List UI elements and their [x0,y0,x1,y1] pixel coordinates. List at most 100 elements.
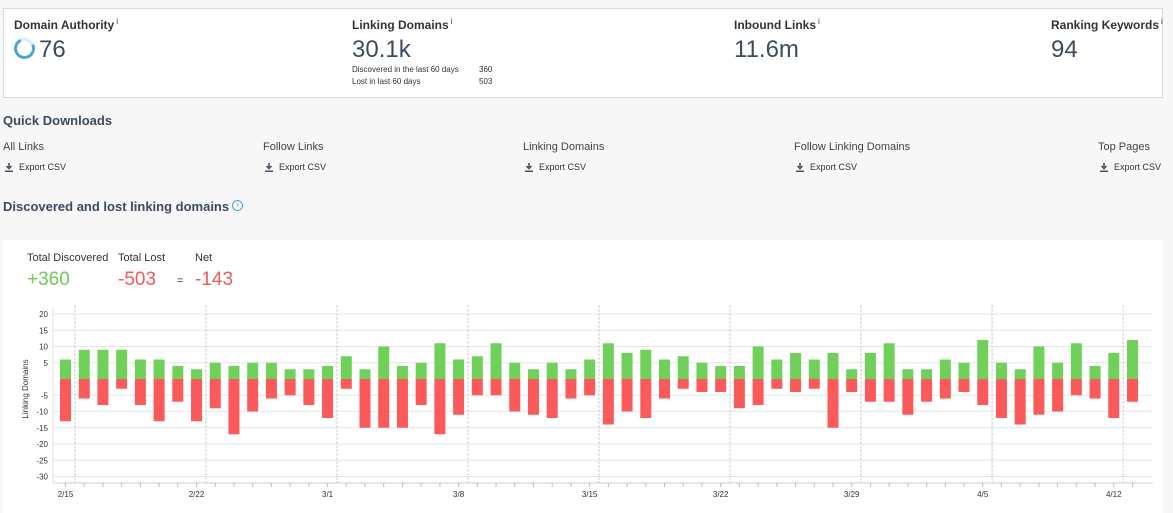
y-tick-label: -30 [36,473,48,482]
lost-bar [546,379,558,418]
lost-bar [1014,379,1026,425]
export-csv-button[interactable]: Export CSV [263,162,326,172]
total-net: Net -143 [195,252,233,291]
discovered-bar [621,353,633,379]
lost-bar [902,379,914,415]
lost-bar [396,379,408,428]
lost-bar [434,379,446,435]
lost-bar [1127,379,1138,402]
discovered-bar [209,362,221,379]
lost-bar [378,379,390,428]
discovered-bar [546,362,558,379]
info-icon[interactable]: i [1161,17,1163,26]
discovered-bar [771,359,783,379]
download-top-pages: Top Pages Export CSV [1098,141,1161,172]
download-icon [1100,162,1108,172]
lost-bar [153,379,165,422]
chart-panel: Total Discovered +360 Total Lost -503 = … [3,240,1163,513]
quick-downloads-title: Quick Downloads [3,113,113,128]
discovered-bar [116,349,128,379]
discovered-bar [827,353,839,379]
download-follow-links: Follow Links Export CSV [263,141,326,172]
info-circle-icon[interactable]: › [232,200,244,212]
discovered-bar [359,369,371,379]
authority-ring-icon [11,35,38,63]
lost-bar [958,379,970,392]
discovered-bar [490,343,502,379]
lost-bar [322,379,334,418]
download-icon [796,162,804,172]
download-label: Follow Links [263,141,324,153]
lost-bar [621,379,633,412]
discovered-bar [659,359,671,379]
discovered-bar [453,359,465,379]
y-tick-label: 20 [39,310,48,319]
discovered-bar [60,359,71,379]
discovered-bar [1127,340,1138,379]
export-csv-button[interactable]: Export CSV [523,162,604,172]
export-csv-button[interactable]: Export CSV [3,162,66,172]
total-discovered-label: Total Discovered [27,252,109,264]
discovered-bar [1014,369,1026,379]
lost-bar [116,379,128,389]
download-label: Linking Domains [523,141,605,153]
discovered-bar [995,362,1007,379]
x-tick-label: 3/15 [582,490,598,499]
x-tick-label: 3/22 [713,490,729,499]
info-icon[interactable]: i [450,17,453,26]
discovered-bar [640,349,652,379]
discovered-bar [265,362,277,379]
discovered-bar [284,369,296,379]
lost-bar [134,379,146,405]
discovered-bar [191,369,203,379]
total-discovered-value: +360 [27,269,70,290]
discovered-bar [527,369,539,379]
export-csv-button[interactable]: Export CSV [794,162,910,172]
lost-bar [790,379,802,392]
discovered-bar [434,343,446,379]
lost-bar [696,379,708,392]
lost-bar [939,379,951,399]
lost-bar [602,379,614,425]
lost-bar [846,379,858,392]
download-all-links: All Links Export CSV [3,141,66,172]
discovered-bar [790,353,802,379]
info-icon[interactable]: i [116,17,118,26]
metric-value: 11.6m [734,36,799,63]
discovered-bar [153,359,165,379]
lost-bar [1108,379,1120,418]
discovered-bar [808,359,820,379]
metric-value: 76 [39,36,66,63]
lost-bar [509,379,521,412]
discovered-bar [883,343,895,379]
download-label: Follow Linking Domains [794,141,911,153]
lost-bar [359,379,371,428]
y-tick-label: -25 [36,456,48,465]
x-tick-label: 3/1 [322,490,334,499]
metric-ranking-keywords: Ranking Keywords i 94 [1051,17,1163,64]
total-net-value: -143 [195,269,234,290]
lost-bar [1033,379,1045,415]
info-icon[interactable]: i [818,17,820,26]
lost-bar [265,379,277,399]
export-csv-button[interactable]: Export CSV [1098,162,1161,172]
discovered-bar [228,366,240,379]
metrics-panel: Domain Authority i 76 Linking Domains i 30… [3,8,1163,98]
discovered-bar [846,369,858,379]
lost-bar [172,379,184,402]
x-tick-label: 4/5 [977,490,989,499]
lost-bar [228,379,240,435]
linking-domains-chart: 20 15 10 5 -5 -10 -15 -20 -25 -30 Linking Domains 2… [21,305,1153,499]
metric-inbound-links: Inbound Links i 11.6m [734,17,820,64]
download-icon [265,162,273,172]
x-tick-label: 2/15 [58,490,74,499]
discovered-bar [97,349,109,379]
lost-bar [565,379,577,399]
discovered-lost-title: Discovered and lost linking domains › [3,199,244,214]
metric-domain-authority: Domain Authority i 76 [11,17,118,64]
download-icon [525,162,533,172]
lost-bar [640,379,652,418]
lost-bar [1070,379,1082,396]
lost-bar [1089,379,1101,399]
download-icon [5,162,13,172]
